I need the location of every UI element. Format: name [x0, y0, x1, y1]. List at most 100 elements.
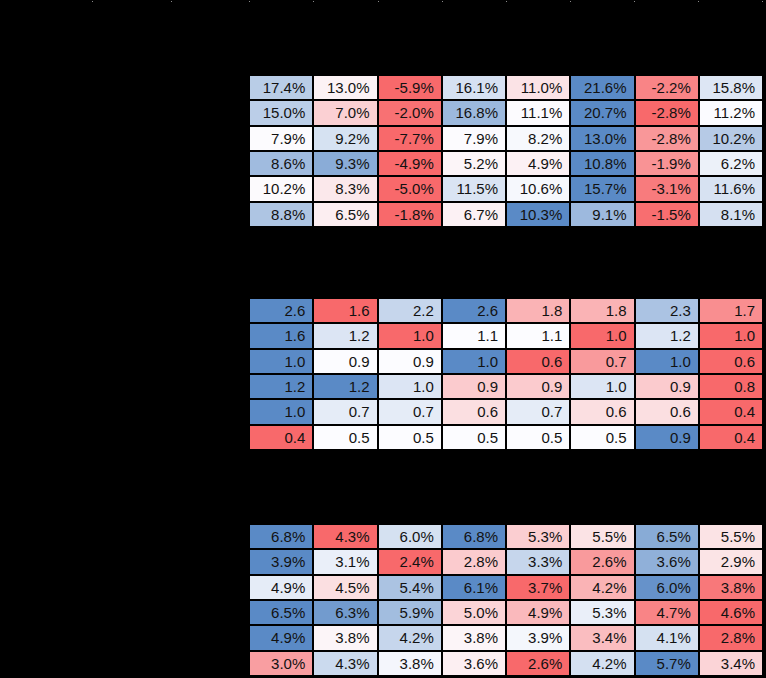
heatmap-cell: 9.2%: [314, 127, 376, 150]
heatmap-cell: -5.9%: [379, 76, 441, 99]
heatmap-cell: 3.8%: [700, 576, 762, 599]
heatmap-cell: 13.0%: [314, 76, 376, 99]
heatmap-cell: 4.9%: [250, 626, 312, 649]
heatmap-cell: 4.9%: [507, 601, 569, 624]
heatmap-cell: 5.3%: [507, 525, 569, 548]
heatmap-cell: 9.3%: [314, 152, 376, 175]
heatmap-cell: 7.9%: [250, 127, 312, 150]
heatmap-cell: 4.9%: [250, 576, 312, 599]
heatmap-cell: 4.2%: [571, 576, 633, 599]
heatmap-cell: 3.8%: [314, 626, 376, 649]
heatmap-cell: 8.2%: [507, 127, 569, 150]
heatmap-cell: 3.6%: [443, 652, 505, 675]
heatmap-cell: 10.3%: [507, 203, 569, 226]
grid-tick-dot: [313, 1, 314, 2]
heatmap-cell: 10.8%: [571, 152, 633, 175]
heatmap-cell: 4.5%: [314, 576, 376, 599]
heatmap-cell: 0.7: [314, 400, 376, 423]
heatmap-cell: 4.2%: [571, 652, 633, 675]
heatmap-cell: 15.0%: [250, 101, 312, 124]
heatmap-cell: 6.5%: [314, 203, 376, 226]
heatmap-cell: 7.0%: [314, 101, 376, 124]
heatmap-cell: -4.9%: [379, 152, 441, 175]
heatmap-cell: 5.0%: [443, 601, 505, 624]
heatmap-cell: 4.2%: [379, 626, 441, 649]
heatmap-cell: 0.9: [636, 375, 698, 398]
heatmap-cell: 1.8: [571, 299, 633, 322]
top-tick-dots: [0, 0, 766, 3]
heatmap-cell: 2.8%: [700, 626, 762, 649]
heatmap-cell: 6.1%: [443, 576, 505, 599]
heatmap-cell: 0.5: [443, 426, 505, 449]
heatmap-cell: 16.8%: [443, 101, 505, 124]
heatmap-cell: -1.5%: [636, 203, 698, 226]
heatmap-cell: 0.7: [571, 350, 633, 373]
heatmap-cell: 3.4%: [700, 652, 762, 675]
heatmap-cell: 0.5: [379, 426, 441, 449]
heatmap-cell: 16.1%: [443, 76, 505, 99]
heatmap-cell: 1.0: [250, 350, 312, 373]
heatmap-cell: 6.8%: [250, 525, 312, 548]
heatmap-cell: 21.6%: [571, 76, 633, 99]
heatmap-cell: 7.9%: [443, 127, 505, 150]
heatmap-cell: 6.0%: [379, 525, 441, 548]
heatmap-cell: 1.0: [700, 324, 762, 347]
heatmap-cell: 10.2%: [700, 127, 762, 150]
heatmap-cell: 0.6: [700, 350, 762, 373]
heatmap-cell: 2.6%: [571, 550, 633, 573]
heatmap-cell: -2.2%: [636, 76, 698, 99]
heatmap-cell: 3.0%: [250, 652, 312, 675]
heatmap-cell: 9.1%: [571, 203, 633, 226]
heatmap-table-1: 17.4%13.0%-5.9%16.1%11.0%21.6%-2.2%15.8%…: [250, 76, 762, 226]
heatmap-cell: -3.1%: [636, 177, 698, 200]
heatmap-cell: 5.4%: [379, 576, 441, 599]
heatmap-cell: 6.2%: [700, 152, 762, 175]
heatmap-cell: 1.6: [250, 324, 312, 347]
heatmap-cell: 3.8%: [379, 652, 441, 675]
heatmap-cell: 11.0%: [507, 76, 569, 99]
grid-tick-dot: [634, 1, 635, 2]
heatmap-cell: 3.4%: [571, 626, 633, 649]
heatmap-cell: 0.5: [314, 426, 376, 449]
heatmap-cell: 5.7%: [636, 652, 698, 675]
heatmap-cell: 11.6%: [700, 177, 762, 200]
heatmap-cell: 0.8: [700, 375, 762, 398]
heatmap-cell: 1.6: [314, 299, 376, 322]
heatmap-cell: 3.9%: [507, 626, 569, 649]
heatmap-cell: 1.2: [636, 324, 698, 347]
heatmap-cell: 1.0: [379, 375, 441, 398]
heatmap-cell: 0.9: [314, 350, 376, 373]
grid-tick-dot: [171, 1, 172, 2]
heatmap-cell: 0.6: [571, 400, 633, 423]
heatmap-cell: -5.0%: [379, 177, 441, 200]
heatmap-cell: -2.8%: [636, 101, 698, 124]
heatmap-cell: 0.6: [636, 400, 698, 423]
heatmap-cell: 0.4: [250, 426, 312, 449]
heatmap-cell: 5.5%: [571, 525, 633, 548]
heatmap-cell: 4.3%: [314, 652, 376, 675]
heatmap-cell: 4.6%: [700, 601, 762, 624]
heatmap-cell: 6.5%: [636, 525, 698, 548]
heatmap-cell: 0.9: [443, 375, 505, 398]
heatmap-cell: 4.7%: [636, 601, 698, 624]
heatmap-cell: 1.2: [314, 375, 376, 398]
heatmap-cell: 13.0%: [571, 127, 633, 150]
heatmap-cell: 0.4: [700, 400, 762, 423]
heatmap-cell: 11.2%: [700, 101, 762, 124]
heatmap-cell: 6.3%: [314, 601, 376, 624]
heatmap-cell: -2.8%: [636, 127, 698, 150]
heatmap-cell: 4.1%: [636, 626, 698, 649]
heatmap-cell: 0.7: [379, 400, 441, 423]
heatmap-cell: 17.4%: [250, 76, 312, 99]
heatmap-cell: 3.7%: [507, 576, 569, 599]
heatmap-cell: 1.0: [443, 350, 505, 373]
heatmap-cell: 2.8%: [443, 550, 505, 573]
heatmap-cell: 8.8%: [250, 203, 312, 226]
heatmap-cell: 1.7: [700, 299, 762, 322]
heatmap-cell: 0.7: [507, 400, 569, 423]
grid-tick-dot: [570, 1, 571, 2]
heatmap-cell: 1.8: [507, 299, 569, 322]
heatmap-cell: 0.9: [379, 350, 441, 373]
heatmap-cell: 15.7%: [571, 177, 633, 200]
heatmap-cell: 3.8%: [443, 626, 505, 649]
